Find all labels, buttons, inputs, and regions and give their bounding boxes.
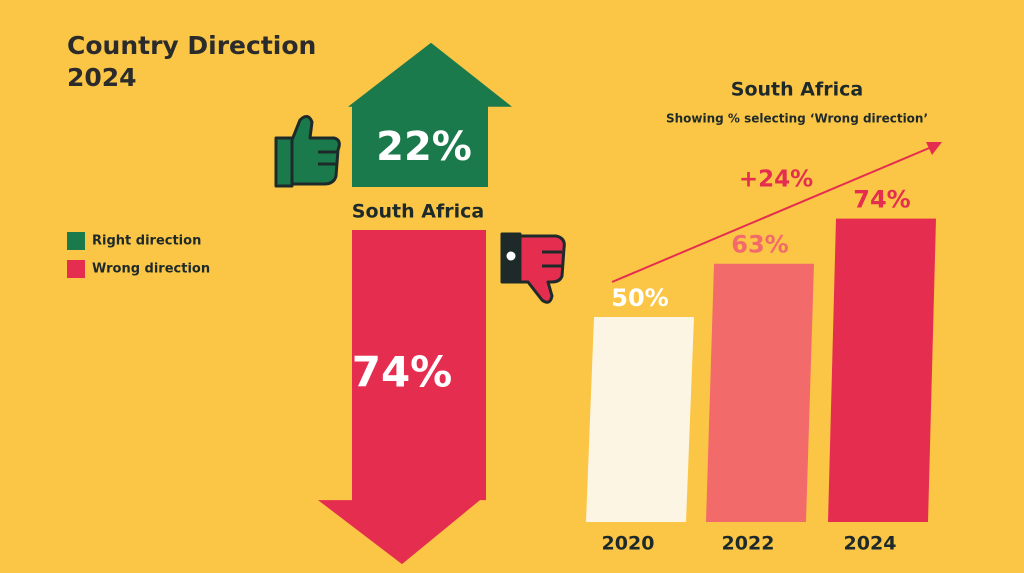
arrow-label: South Africa [352, 201, 484, 223]
x-tick-label: 2020 [602, 533, 655, 555]
legend-label: Right direction [92, 234, 201, 249]
page-title: Country Direction 2024 [67, 31, 317, 92]
x-tick-label: 2022 [722, 533, 775, 555]
bar [586, 317, 694, 522]
bar [706, 263, 814, 522]
trend-arrow-head [926, 142, 942, 155]
x-tick-label: 2024 [844, 533, 897, 555]
value-label: 74% [352, 348, 453, 397]
chart-subtitle: Showing % selecting ‘Wrong direction’ [666, 112, 928, 126]
legend-label: Wrong direction [92, 262, 210, 277]
trend-arrow-line [611, 145, 935, 283]
arrow-up [348, 42, 512, 188]
chart-title: South Africa [731, 79, 863, 101]
thumbs-down-icon [500, 232, 566, 304]
arrow-down [318, 230, 486, 565]
thumbs-up-icon [274, 115, 341, 188]
bar [828, 218, 936, 522]
legend-swatch [67, 232, 85, 250]
value-label: 22% [376, 124, 472, 170]
value-label: 63% [731, 231, 788, 259]
annotation: +24% [739, 167, 813, 193]
legend-swatch [67, 260, 85, 278]
value-label: 50% [611, 284, 668, 312]
value-label: 74% [853, 186, 910, 214]
